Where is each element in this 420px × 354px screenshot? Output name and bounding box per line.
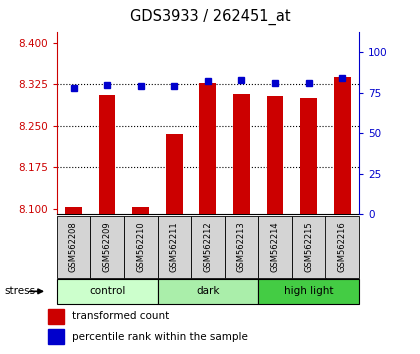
Text: GSM562211: GSM562211 bbox=[170, 222, 179, 272]
Bar bbox=[267, 97, 284, 214]
Bar bbox=[57, 216, 90, 278]
Text: transformed count: transformed count bbox=[71, 312, 169, 321]
Bar bbox=[258, 216, 292, 278]
Text: dark: dark bbox=[196, 286, 220, 296]
Text: percentile rank within the sample: percentile rank within the sample bbox=[71, 332, 247, 342]
Text: GSM562214: GSM562214 bbox=[270, 222, 280, 272]
Bar bbox=[57, 279, 158, 304]
Text: GSM562215: GSM562215 bbox=[304, 222, 313, 272]
Bar bbox=[90, 216, 124, 278]
Text: GSM562208: GSM562208 bbox=[69, 222, 78, 272]
Bar bbox=[132, 207, 149, 214]
Bar bbox=[48, 329, 64, 344]
Bar bbox=[124, 216, 158, 278]
Text: control: control bbox=[89, 286, 125, 296]
Bar bbox=[158, 216, 191, 278]
Text: GSM562210: GSM562210 bbox=[136, 222, 145, 272]
Bar bbox=[48, 309, 64, 324]
Bar bbox=[258, 279, 359, 304]
Text: GSM562216: GSM562216 bbox=[338, 222, 347, 272]
Text: GSM562213: GSM562213 bbox=[237, 222, 246, 272]
Bar bbox=[166, 134, 183, 214]
Bar bbox=[200, 83, 216, 214]
Text: GSM562212: GSM562212 bbox=[203, 222, 213, 272]
Bar bbox=[334, 77, 351, 214]
Text: GDS3933 / 262451_at: GDS3933 / 262451_at bbox=[130, 9, 290, 25]
Text: stress: stress bbox=[4, 286, 35, 296]
Bar bbox=[326, 216, 359, 278]
Bar bbox=[225, 216, 258, 278]
Bar bbox=[65, 207, 82, 214]
Text: high light: high light bbox=[284, 286, 333, 296]
Bar bbox=[233, 94, 250, 214]
Bar bbox=[292, 216, 326, 278]
Text: GSM562209: GSM562209 bbox=[102, 222, 112, 272]
Bar bbox=[158, 279, 258, 304]
Bar bbox=[99, 95, 116, 214]
Bar bbox=[191, 216, 225, 278]
Bar bbox=[300, 98, 317, 214]
